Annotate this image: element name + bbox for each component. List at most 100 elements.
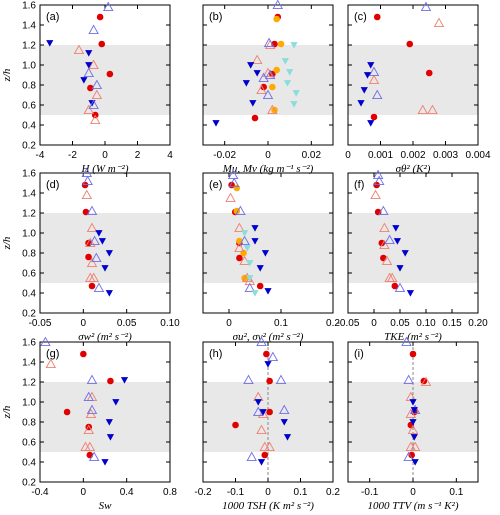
data-point-down-triangle	[409, 419, 417, 426]
data-point-down-triangle	[95, 230, 103, 237]
data-point-circle	[266, 408, 273, 416]
data-point-down-triangle	[410, 407, 418, 414]
data-point-triangle	[243, 374, 254, 385]
data-point-triangle	[427, 104, 438, 115]
x-tick-label: -0.05	[29, 318, 52, 329]
data-point-triangle	[433, 17, 445, 28]
data-point-triangle	[89, 114, 101, 125]
data-point-triangle	[88, 59, 99, 70]
x-axis-label: σθ² (K²)	[396, 163, 431, 175]
data-point-down-triangle	[367, 62, 375, 69]
data-point-down-triangle	[360, 87, 368, 94]
data-point-down-triangle	[105, 290, 113, 297]
data-point-down-triangle	[85, 62, 93, 69]
y-tick-label: 1.6	[22, 338, 36, 349]
data-point-down-triangle	[120, 377, 129, 384]
data-point-triangle	[81, 189, 93, 200]
y-tick-label: 1.6	[22, 1, 36, 12]
data-point-circle	[87, 84, 94, 92]
data-point-triangle	[225, 192, 236, 203]
data-point-circle	[370, 113, 378, 121]
data-point-down-triangle	[367, 120, 375, 127]
data-point-triangle	[256, 336, 267, 347]
data-point-triangle	[227, 169, 239, 180]
data-point-triangle	[85, 237, 96, 248]
data-point-circle	[408, 451, 416, 459]
data-point-triangle	[278, 404, 290, 415]
x-axis-label: 1000 TSH (K m² s⁻²)	[222, 500, 314, 512]
data-point-triangle	[256, 84, 267, 95]
x-tick-label: 0.02	[302, 150, 322, 161]
data-point-down-triangle	[357, 100, 365, 107]
data-point-triangle	[371, 89, 383, 100]
x-axis-label: Sw	[99, 500, 113, 512]
data-point-triangle	[235, 205, 246, 216]
data-point-down-triangle	[246, 260, 254, 267]
x-tick-label: 0.2	[326, 487, 340, 498]
data-point-down-triangle	[249, 100, 257, 107]
y-axis-label: z/h	[1, 405, 13, 419]
x-tick-label: 0.10	[416, 318, 436, 329]
x-tick-label: 4	[167, 150, 173, 161]
y-tick-label: 1.2	[22, 41, 36, 52]
data-point-triangle	[386, 272, 398, 283]
x-tick-label: 0.004	[465, 150, 490, 161]
y-tick-label: 0.4	[22, 121, 36, 132]
shaded-band	[348, 45, 478, 115]
data-point-triangle	[368, 66, 380, 77]
panel-a: -4 -2 0 2 4 0.2 0.4 0.6 0.8 1.0 1.2 1.4 1.6 (a) H (W m…	[1, 1, 173, 176]
data-point-triangle	[264, 441, 275, 452]
data-point-down-triangle	[251, 238, 259, 245]
y-tick-label: 1.4	[22, 189, 36, 200]
data-point-circle	[88, 282, 96, 290]
x-tick-label: 0.15	[442, 318, 462, 329]
data-point-triangle	[88, 451, 100, 462]
data-point-circle	[98, 40, 106, 48]
data-point-triangle	[379, 222, 390, 233]
data-point-down-triangle	[251, 225, 259, 232]
data-point-circle	[273, 15, 280, 23]
plot-frame	[39, 341, 171, 483]
x-tick-label: -2	[68, 150, 77, 161]
data-point-down-triangle	[242, 80, 250, 87]
data-point-triangle	[403, 451, 414, 462]
data-point-triangle	[91, 79, 103, 90]
data-point-circle	[391, 282, 399, 290]
data-point-down-triangle	[101, 265, 109, 272]
panel-tag: (c)	[354, 11, 367, 23]
data-point-circle	[63, 408, 71, 416]
data-point-triangle	[239, 235, 250, 246]
data-point-triangle	[88, 99, 99, 110]
data-point-triangle	[401, 336, 412, 347]
data-point-triangle	[252, 406, 264, 417]
data-point-down-triangle	[290, 101, 298, 108]
x-tick-label: 0.4	[120, 487, 134, 498]
x-tick-label: 0.003	[433, 150, 458, 161]
data-point-triangle	[267, 104, 278, 115]
data-point-triangle	[403, 374, 414, 385]
panel-i: -0.1 0 0.1 (i) 1000 TTV (m s⁻¹ K²)	[347, 336, 479, 512]
data-point-circle	[232, 421, 239, 429]
data-point-down-triangle	[46, 40, 54, 47]
data-point-circle	[409, 350, 417, 358]
x-tick-label: -0.2	[194, 487, 212, 498]
data-point-down-triangle	[283, 80, 292, 87]
data-point-down-triangle	[261, 250, 269, 257]
x-tick-label: 0.002	[400, 150, 425, 161]
data-point-triangle	[234, 222, 245, 233]
x-tick-label: 0.05	[390, 318, 410, 329]
x-axis-label: σw² (m² s⁻²)	[78, 331, 132, 343]
data-point-down-triangle	[80, 77, 88, 84]
x-axis-label: Mu, Mv (kg m⁻¹ s⁻²)	[222, 163, 314, 175]
data-point-triangle	[246, 451, 258, 462]
data-point-circle	[260, 83, 267, 91]
data-point-circle	[256, 282, 264, 290]
y-tick-label: 0.8	[22, 418, 36, 429]
y-tick-label: 0.2	[22, 309, 36, 320]
data-point-circle	[263, 350, 270, 358]
y-tick-label: 0.2	[22, 141, 36, 152]
y-tick-label: 1.4	[22, 21, 36, 32]
data-point-circle	[86, 451, 94, 459]
y-tick-label: 1.6	[22, 169, 36, 180]
